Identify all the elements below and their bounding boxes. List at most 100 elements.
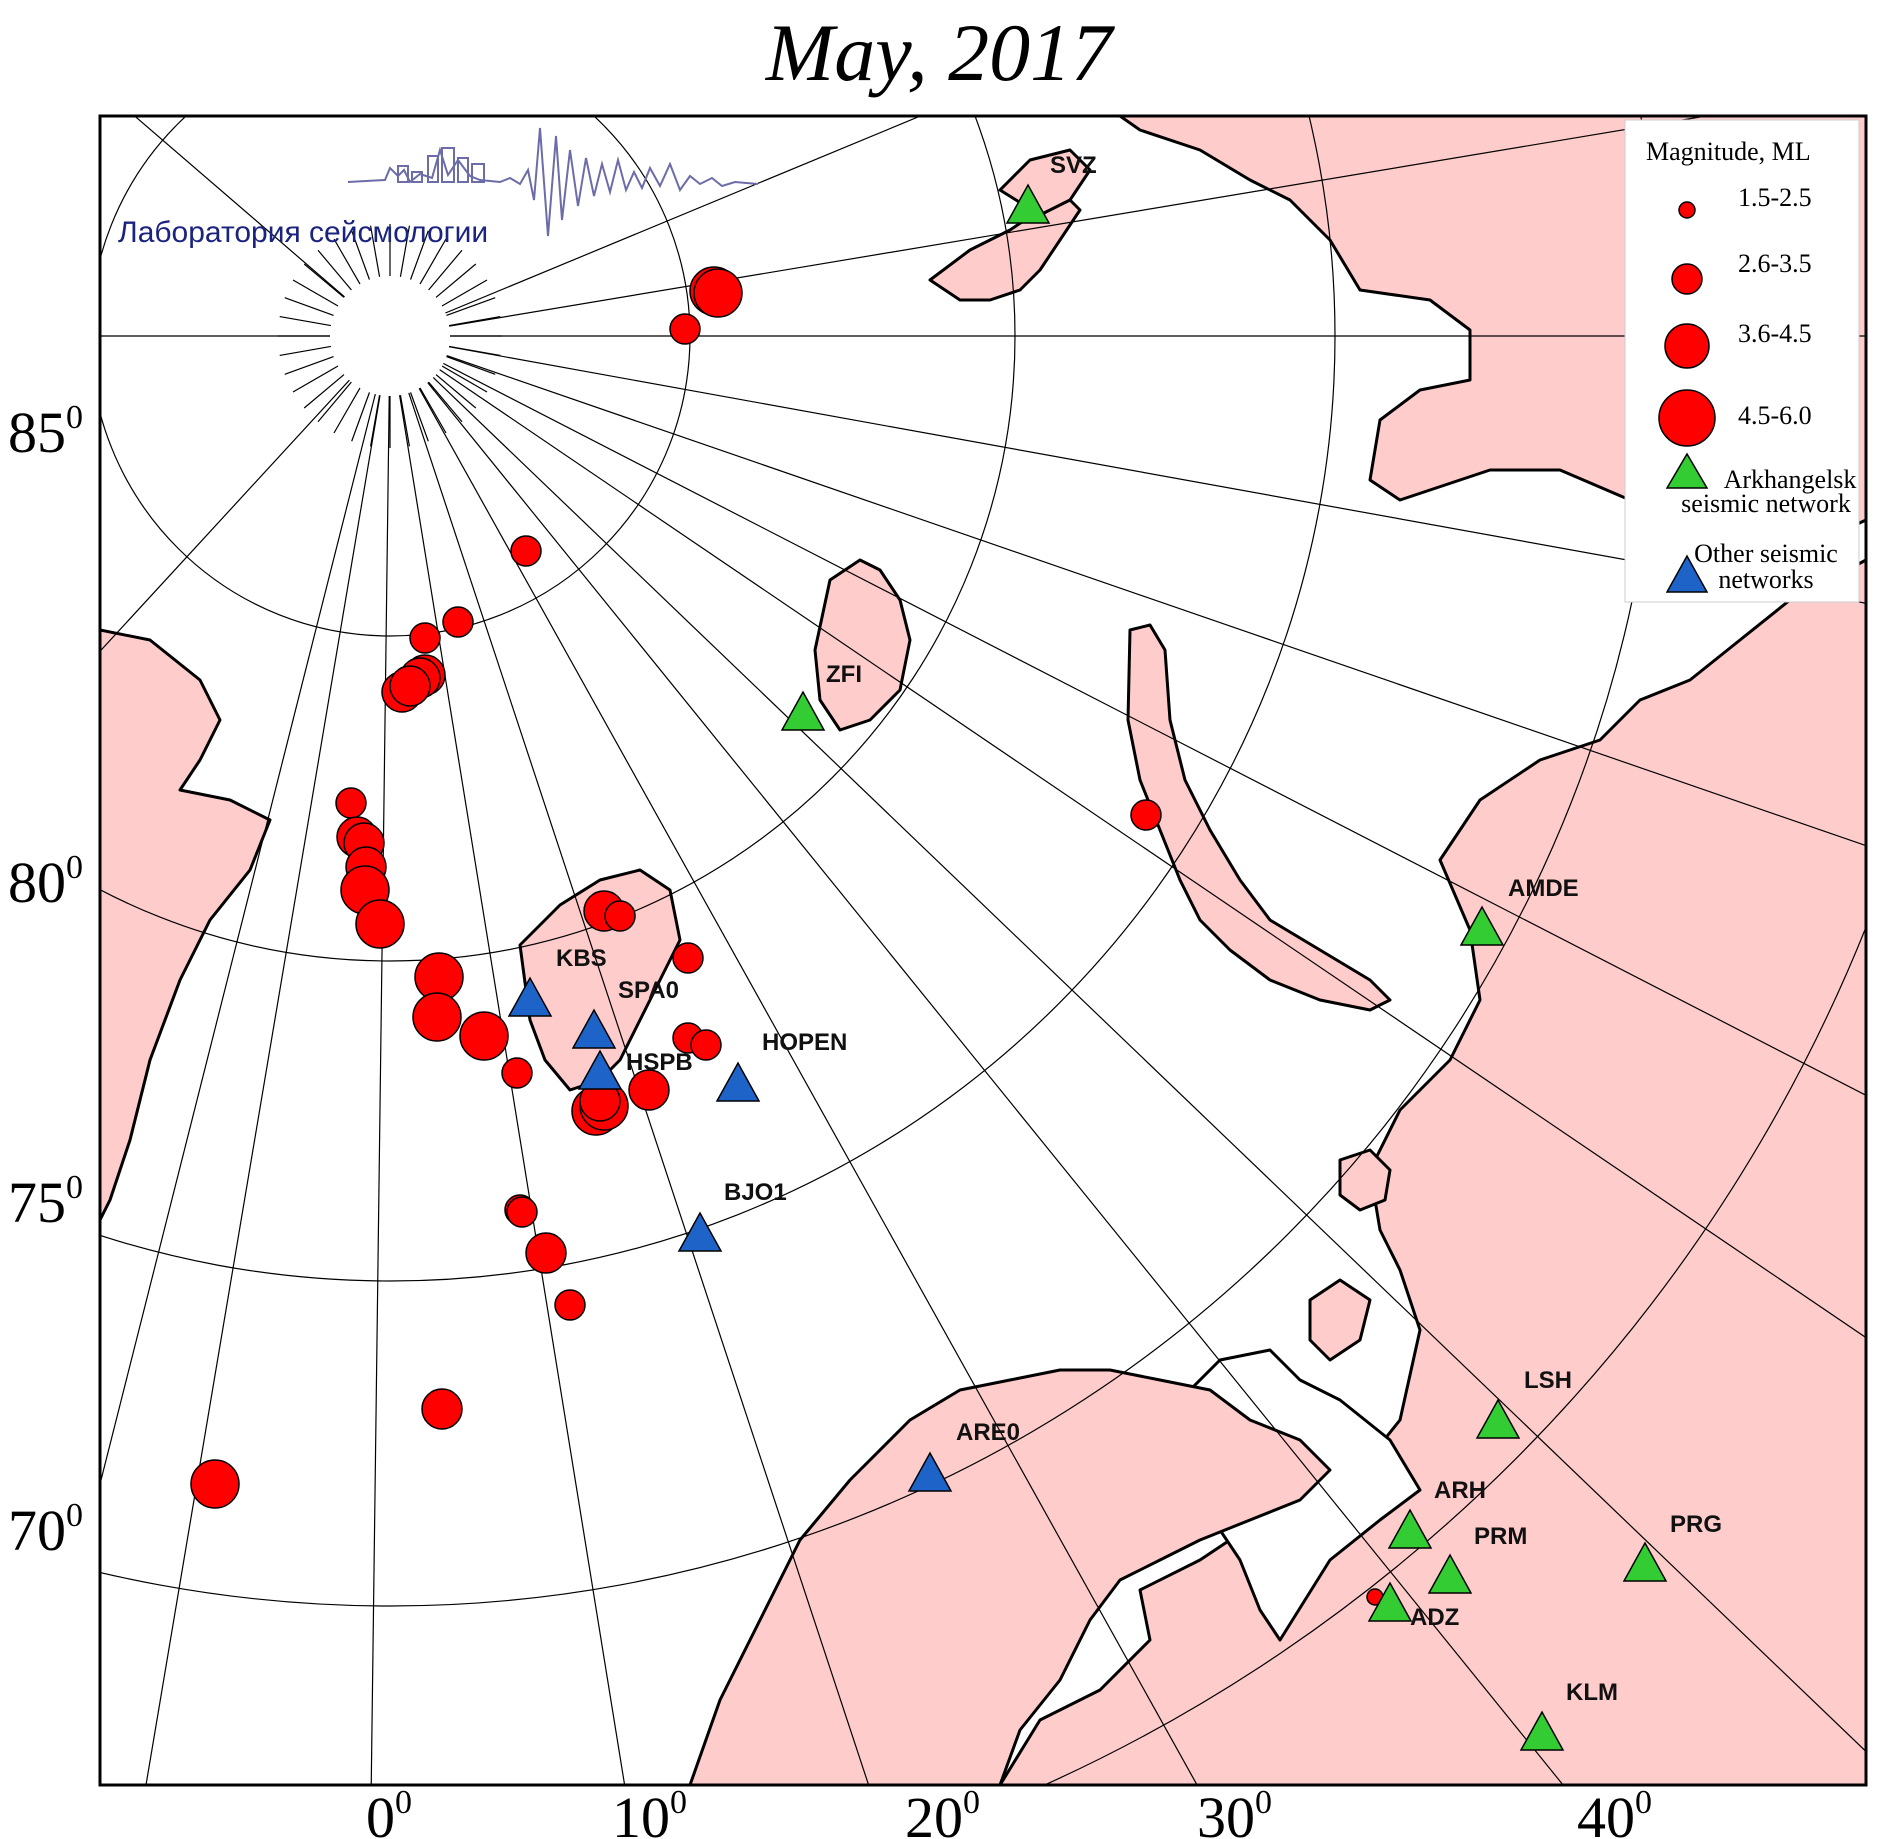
sunburst-ray xyxy=(303,263,345,298)
sunburst-ray xyxy=(317,381,352,423)
pole-center xyxy=(330,276,450,396)
stations: SVZ ZFI AMDE LSH ARH PRM PRG ADZ KLM KBS SPA0 HSPB H… xyxy=(507,152,1722,1751)
legend-class-1: 1.5-2.5 xyxy=(1738,183,1812,212)
land-svalbard xyxy=(518,868,682,1092)
lon-label-40: 400 xyxy=(1577,1784,1652,1839)
legend-symbol-xlarge xyxy=(1658,389,1716,447)
station-marker-zfi xyxy=(780,690,826,731)
legend-symbol-small xyxy=(1678,201,1696,219)
sunburst-ray xyxy=(428,249,463,291)
event xyxy=(421,1388,463,1430)
station-marker-amde xyxy=(1459,905,1505,946)
station-marker-prm xyxy=(1427,1553,1473,1594)
event xyxy=(409,622,441,654)
legend-other-icon xyxy=(1665,554,1709,593)
sunburst-ray xyxy=(369,394,381,447)
legend-symbol-medium xyxy=(1671,263,1703,295)
sunburst-ray xyxy=(292,279,339,307)
lon-label-0: 00 xyxy=(366,1784,412,1839)
sunburst-ray xyxy=(284,297,334,317)
station-marker-svz xyxy=(1005,183,1051,224)
sunburst-ray xyxy=(441,365,488,393)
station-label-zfi: ZFI xyxy=(826,661,862,688)
station-label-hopen: HOPEN xyxy=(762,1029,847,1056)
sunburst-ray xyxy=(399,394,411,447)
station-marker-arh xyxy=(1387,1508,1433,1549)
station-marker-adz xyxy=(1367,1581,1413,1622)
station-label-arh: ARH xyxy=(1434,1477,1486,1504)
sunburst-ray xyxy=(441,279,488,307)
city-skyline-icon xyxy=(397,147,485,183)
legend-other-line2: networks xyxy=(1718,565,1813,594)
legend-other-line1: Other seismic xyxy=(1694,539,1838,568)
lat-label-80: 800 xyxy=(8,849,83,915)
event xyxy=(1130,799,1162,831)
sunburst-ray xyxy=(419,238,447,285)
station-label-prm: PRM xyxy=(1474,1523,1527,1550)
station-label-bjo1: BJO1 xyxy=(724,1179,787,1206)
station-marker-hspb xyxy=(577,1049,623,1090)
station-label-lsh: LSH xyxy=(1524,1367,1572,1394)
lon-label-20: 200 xyxy=(905,1784,980,1839)
map-frame xyxy=(98,114,1868,1787)
event xyxy=(604,900,636,932)
event xyxy=(525,1232,567,1274)
event xyxy=(389,665,431,707)
station-label-amde: AMDE xyxy=(1508,875,1579,902)
event xyxy=(412,992,462,1042)
event xyxy=(510,535,542,567)
station-label-kbs: KBS xyxy=(556,945,607,972)
event xyxy=(693,268,743,318)
station-label-are0: ARE0 xyxy=(956,1419,1020,1446)
legend-arkhangelsk-line1: Arkhangelsk xyxy=(1724,465,1857,494)
legend-box xyxy=(1624,119,1860,603)
lat-label-85: 850 xyxy=(8,399,83,465)
lon-label-10: 100 xyxy=(612,1784,687,1839)
sunburst-ray xyxy=(351,230,371,280)
legend: Magnitude, ML 1.5-2.5 2.6-3.5 3.6-4.5 4.… xyxy=(1624,119,1860,603)
event xyxy=(355,899,405,949)
event xyxy=(628,1069,670,1111)
station-marker-klm xyxy=(1519,1710,1565,1751)
land-kanin xyxy=(1308,1278,1372,1362)
station-marker-bjo1 xyxy=(677,1211,723,1252)
land-greenland xyxy=(100,628,272,1222)
legend-class-3: 3.6-4.5 xyxy=(1738,319,1812,348)
event xyxy=(690,1029,722,1061)
sunburst-ray xyxy=(333,238,361,285)
station-label-klm: KLM xyxy=(1566,1679,1618,1706)
event xyxy=(501,1057,533,1089)
event xyxy=(442,606,474,638)
longitude-labels: 00 100 200 300 400 xyxy=(366,1784,1652,1839)
seismic-events xyxy=(190,266,1384,1606)
lat-label-70: 700 xyxy=(8,1497,83,1563)
event xyxy=(672,942,704,974)
event xyxy=(335,787,367,819)
sunburst-ray xyxy=(369,225,381,278)
event xyxy=(554,1289,586,1321)
pole-sunburst xyxy=(278,224,502,448)
event xyxy=(506,1196,538,1228)
event xyxy=(669,313,701,345)
sunburst-ray xyxy=(419,387,447,434)
land-russia-east xyxy=(998,558,1866,1785)
station-marker-prg xyxy=(1622,1541,1668,1582)
sunburst-ray xyxy=(435,374,477,409)
seismogram-icon xyxy=(347,127,759,237)
logo: Лаборатория сейсмологии xyxy=(118,127,759,249)
lat-label-75: 750 xyxy=(8,1169,83,1235)
legend-class-2: 2.6-3.5 xyxy=(1738,249,1812,278)
sunburst-ray xyxy=(317,249,352,291)
lon-label-30: 300 xyxy=(1197,1784,1272,1839)
sunburst-ray xyxy=(435,263,477,298)
land-franz-josef xyxy=(813,558,912,732)
station-marker-hopen xyxy=(715,1061,761,1102)
sunburst-ray xyxy=(428,381,463,423)
sunburst-ray xyxy=(279,315,332,327)
sunburst-ray xyxy=(446,297,496,317)
sunburst-ray xyxy=(303,374,345,409)
logo-text: Лаборатория сейсмологии xyxy=(118,216,488,249)
map-title: May, 2017 xyxy=(765,7,1113,98)
